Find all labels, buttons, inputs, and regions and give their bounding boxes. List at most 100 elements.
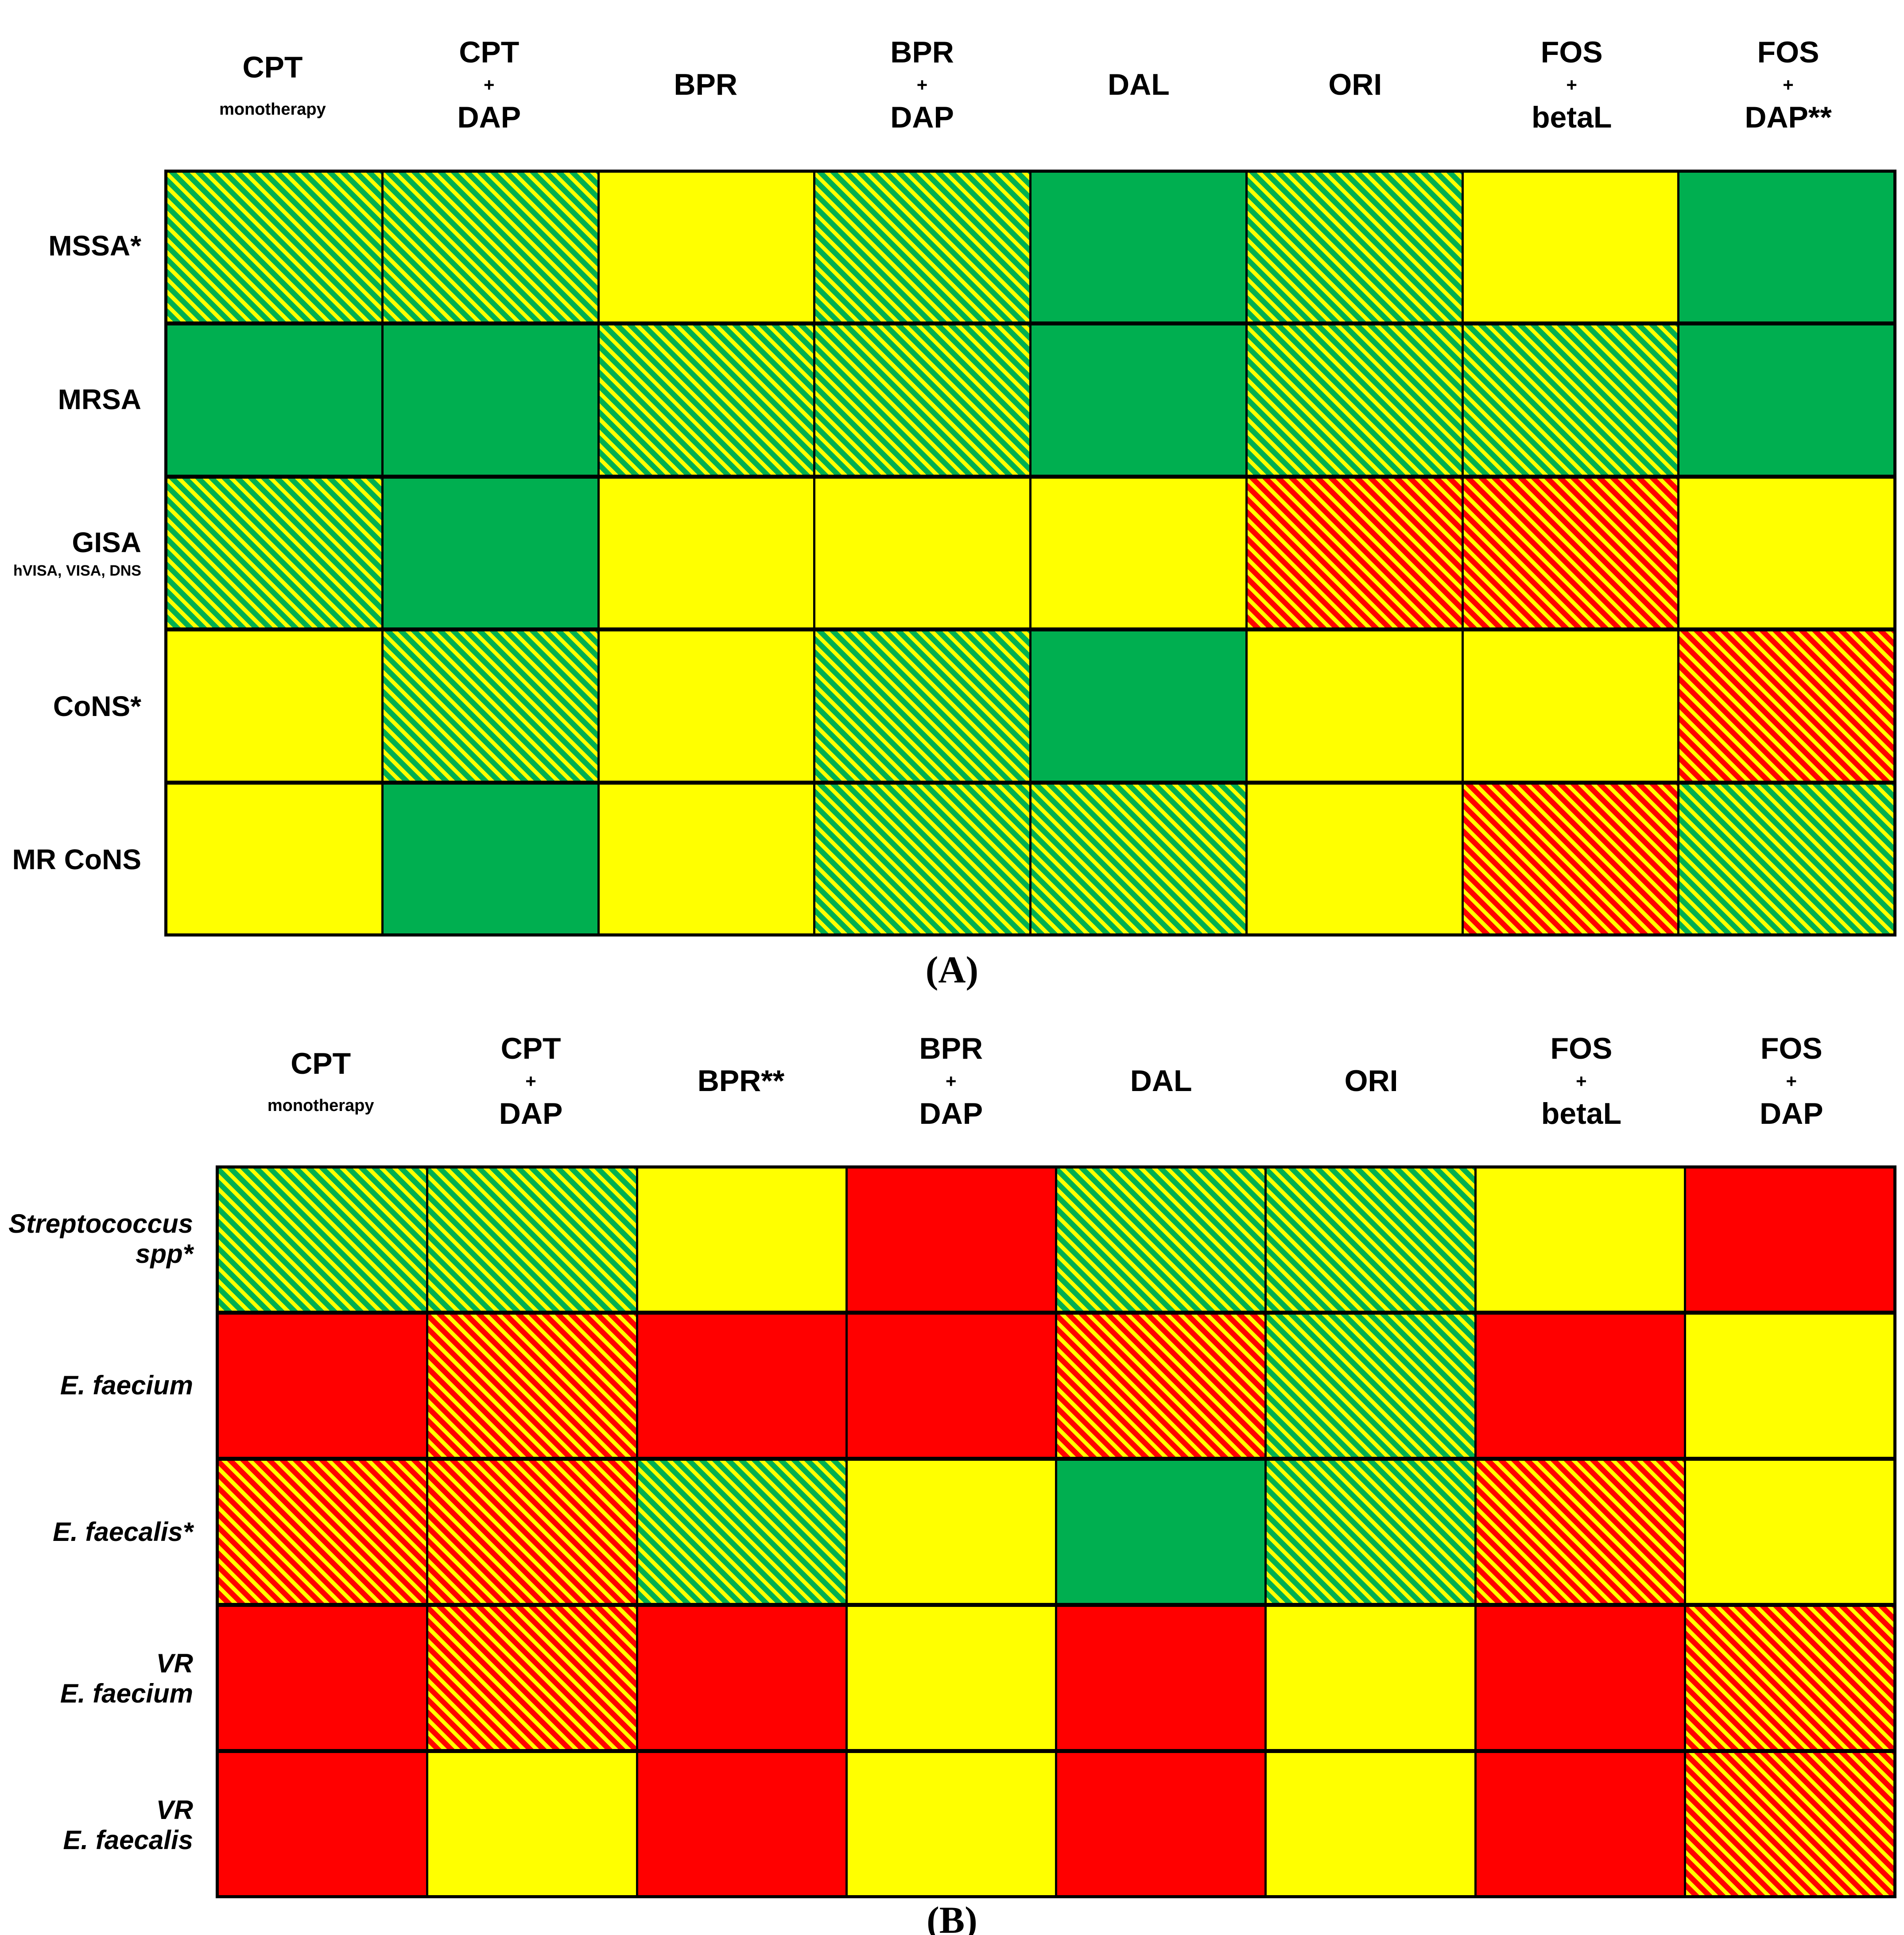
heatmap-grid-b bbox=[216, 1165, 1896, 1898]
column-headers-a: CPT monotherapy CPT + DAP BPR BPR + DAP DAL ORI FOS… bbox=[164, 4, 1896, 166]
row-labels-a: MSSA* MRSA GISA hVISA, VISA, DNS CoNS* MR CoN… bbox=[0, 170, 153, 937]
column-header: FOS + DAP bbox=[1687, 1000, 1896, 1163]
heatmap-cell bbox=[1264, 1607, 1474, 1749]
heatmap-cell bbox=[1461, 631, 1678, 781]
column-headers-b: CPT monotherapy CPT + DAP BPR** BPR + DAP DAL ORI F… bbox=[216, 1000, 1896, 1163]
row-label-line: MR CoNS bbox=[12, 843, 141, 875]
heatmap-row bbox=[167, 780, 1893, 934]
heatmap-cell bbox=[381, 325, 597, 475]
heatmap-cell bbox=[1474, 1607, 1684, 1749]
row-label-subscript: hVISA, VISA, DNS bbox=[13, 562, 141, 579]
heatmap-cell bbox=[845, 1315, 1055, 1457]
column-header-line: betaL bbox=[1532, 101, 1612, 134]
row-label-line: E. faecium bbox=[60, 1678, 193, 1708]
heatmap-row bbox=[167, 321, 1893, 475]
heatmap-cell bbox=[1677, 325, 1893, 475]
heatmap-cell bbox=[426, 1607, 636, 1749]
heatmap-cell bbox=[1055, 1753, 1265, 1895]
column-header: CPT + DAP bbox=[381, 4, 597, 166]
column-header-line: DAP** bbox=[1745, 101, 1832, 134]
heatmap-cell bbox=[167, 784, 381, 934]
row-label-line: VR bbox=[156, 1649, 193, 1679]
row-label: GISA hVISA, VISA, DNS bbox=[0, 476, 153, 630]
heatmap-cell bbox=[845, 1607, 1055, 1749]
heatmap-cell bbox=[1683, 1315, 1893, 1457]
column-header: DAL bbox=[1031, 4, 1247, 166]
heatmap-cell bbox=[636, 1753, 845, 1895]
row-label-line: E. faecium bbox=[60, 1370, 193, 1400]
heatmap-cell bbox=[636, 1169, 845, 1311]
heatmap-cell bbox=[845, 1753, 1055, 1895]
column-header: CPT + DAP bbox=[426, 1000, 636, 1163]
column-header-line: FOS bbox=[1550, 1031, 1613, 1065]
heatmap-cell bbox=[219, 1753, 427, 1895]
column-header-line: + bbox=[484, 74, 495, 95]
heatmap-row bbox=[167, 627, 1893, 781]
heatmap-cell bbox=[426, 1315, 636, 1457]
heatmap-cell bbox=[1474, 1315, 1684, 1457]
heatmap-cell bbox=[1677, 173, 1893, 322]
column-header: BPR bbox=[597, 4, 814, 166]
heatmap-cell bbox=[219, 1461, 427, 1603]
column-header-line: + bbox=[1576, 1071, 1587, 1091]
heatmap-cell bbox=[636, 1315, 845, 1457]
heatmap-cell bbox=[1677, 631, 1893, 781]
row-label-line: VR bbox=[156, 1795, 193, 1825]
heatmap-cell bbox=[1029, 173, 1245, 322]
column-header: CPT monotherapy bbox=[216, 1000, 426, 1163]
heatmap-cell bbox=[1245, 478, 1462, 628]
panel-a-caption: (A) bbox=[925, 948, 979, 991]
heatmap-cell bbox=[1245, 784, 1462, 934]
column-header-line: DAP bbox=[919, 1097, 983, 1130]
column-header-subscript: monotherapy bbox=[219, 100, 326, 119]
column-header-line: BPR bbox=[890, 35, 954, 69]
heatmap-cell bbox=[597, 173, 814, 322]
column-header: CPT monotherapy bbox=[164, 4, 381, 166]
column-header-line: FOS bbox=[1760, 1031, 1823, 1065]
column-header-line: DAL bbox=[1108, 68, 1170, 102]
row-label: MR CoNS bbox=[0, 783, 153, 937]
column-header-line: betaL bbox=[1541, 1097, 1622, 1130]
column-header-line: + bbox=[525, 1071, 536, 1091]
row-label-line: MRSA bbox=[58, 383, 141, 415]
heatmap-row bbox=[167, 474, 1893, 628]
heatmap-cell bbox=[813, 325, 1029, 475]
heatmap-cell bbox=[1683, 1169, 1893, 1311]
heatmap-cell bbox=[426, 1461, 636, 1603]
row-label-line: CoNS* bbox=[53, 690, 141, 722]
heatmap-cell bbox=[813, 784, 1029, 934]
row-label: E. faecium bbox=[0, 1312, 205, 1459]
column-header-line: DAP bbox=[1760, 1097, 1823, 1130]
heatmap-cell bbox=[813, 631, 1029, 781]
heatmap-cell bbox=[636, 1461, 845, 1603]
column-header: FOS + DAP** bbox=[1680, 4, 1896, 166]
row-label-line: MSSA* bbox=[48, 230, 141, 262]
heatmap-cell bbox=[167, 478, 381, 628]
heatmap-cell bbox=[813, 478, 1029, 628]
heatmap-row bbox=[219, 1311, 1893, 1457]
column-header-line: BPR bbox=[674, 68, 737, 102]
panel-b-caption: (B) bbox=[927, 1899, 977, 1935]
row-label: MSSA* bbox=[0, 170, 153, 323]
heatmap-cell bbox=[845, 1461, 1055, 1603]
heatmap-cell bbox=[1677, 784, 1893, 934]
column-header-line: FOS bbox=[1540, 35, 1603, 69]
heatmap-cell bbox=[1461, 784, 1678, 934]
heatmap-cell bbox=[845, 1169, 1055, 1311]
heatmap-row bbox=[219, 1457, 1893, 1603]
row-label-line: spp* bbox=[135, 1238, 193, 1269]
column-header-line: + bbox=[1783, 74, 1794, 95]
heatmap-cell bbox=[1055, 1169, 1265, 1311]
column-header-line: BPR** bbox=[697, 1064, 785, 1098]
heatmap-cell bbox=[597, 784, 814, 934]
column-header-line: DAL bbox=[1130, 1064, 1192, 1098]
column-header-line: DAP bbox=[499, 1097, 563, 1130]
heatmap-cell bbox=[1474, 1461, 1684, 1603]
heatmap-cell bbox=[381, 173, 597, 322]
heatmap-row bbox=[219, 1749, 1893, 1895]
heatmap-cell bbox=[1029, 478, 1245, 628]
heatmap-cell bbox=[1029, 325, 1245, 475]
heatmap-cell bbox=[1461, 173, 1678, 322]
column-header-line: + bbox=[916, 74, 928, 95]
column-header-line: CPT bbox=[500, 1031, 561, 1065]
